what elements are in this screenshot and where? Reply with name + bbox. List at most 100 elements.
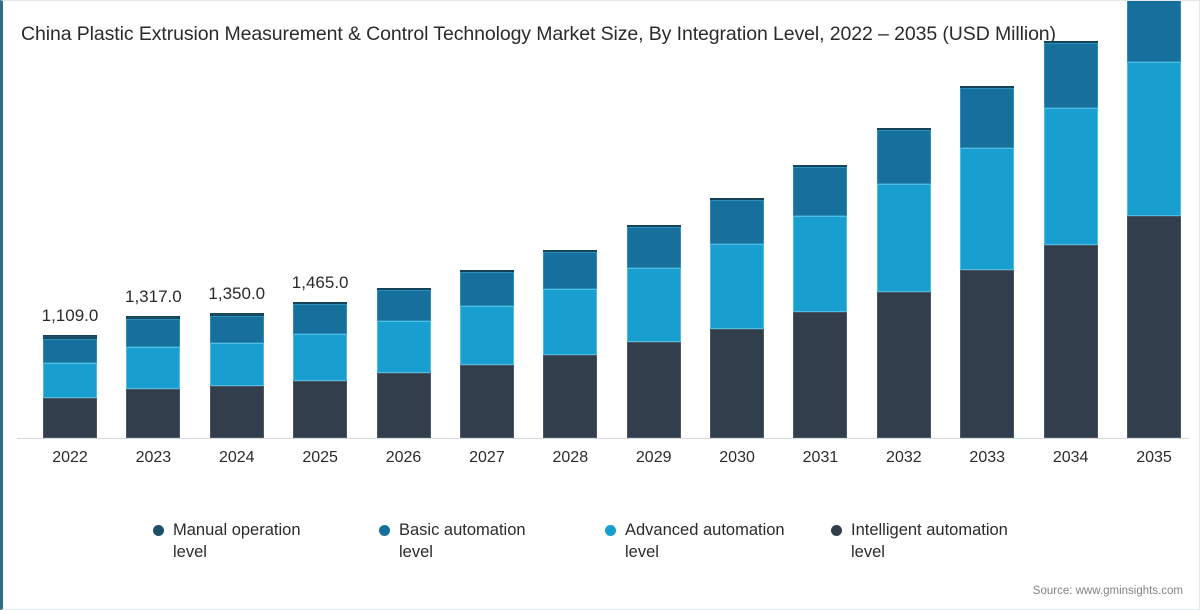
x-tick-2034: 2034 <box>1052 449 1089 466</box>
bar-group[interactable] <box>1043 40 1098 438</box>
bar-segment-basic[interactable] <box>1127 1 1181 63</box>
stacked-bar[interactable] <box>960 86 1015 438</box>
bar-segment-basic[interactable] <box>293 304 348 335</box>
bar-segment-intelligent[interactable] <box>43 398 97 438</box>
bar-segment-manual[interactable] <box>710 197 765 200</box>
bar-group[interactable] <box>626 225 681 438</box>
stacked-bar[interactable] <box>459 270 514 438</box>
bar-group[interactable] <box>1127 1 1181 438</box>
stacked-bar[interactable] <box>626 225 681 438</box>
legend-item-advanced[interactable]: Advanced automation level <box>605 520 785 564</box>
bar-segment-intelligent[interactable] <box>710 328 765 438</box>
bar-segment-basic[interactable] <box>459 272 514 307</box>
bar-group[interactable]: 1,350.0 <box>208 284 265 438</box>
stacked-bar[interactable] <box>876 128 931 438</box>
stacked-bar[interactable] <box>793 165 848 438</box>
bar-segment-basic[interactable] <box>43 338 97 363</box>
bar-group[interactable] <box>876 128 931 438</box>
bar-group[interactable]: 1,465.0 <box>292 273 349 438</box>
bar-segment-basic[interactable] <box>710 199 765 245</box>
bar-group[interactable]: 1,109.0 <box>42 306 98 438</box>
bar-segment-manual[interactable] <box>376 287 431 290</box>
legend-item-intelligent[interactable]: Intelligent automation level <box>831 520 1011 564</box>
x-tick-2025: 2025 <box>302 449 338 466</box>
bar-segment-basic[interactable] <box>209 315 264 344</box>
legend-item-manual[interactable]: Manual operation level <box>153 520 333 564</box>
bar-segment-advanced[interactable] <box>459 306 514 365</box>
plot-area: 1,109.0 1,317.0 1,350.0 1,465.0 <box>17 1 1189 439</box>
bar-segment-advanced[interactable] <box>710 244 765 329</box>
bar-group[interactable] <box>710 197 765 438</box>
bar-segment-intelligent[interactable] <box>459 364 514 438</box>
bar-segment-advanced[interactable] <box>876 183 931 293</box>
bar-segment-basic[interactable] <box>876 130 931 184</box>
x-tick-2030: 2030 <box>719 449 755 466</box>
bar-segment-manual[interactable] <box>543 249 598 252</box>
bar-segment-manual[interactable] <box>793 165 848 168</box>
x-tick-2028: 2028 <box>552 449 589 466</box>
bar-segment-advanced[interactable] <box>376 321 431 374</box>
bar-segment-basic[interactable] <box>626 227 681 269</box>
bar-group[interactable]: 1,317.0 <box>125 287 182 438</box>
bar-segment-intelligent[interactable] <box>543 354 598 438</box>
chart-legend: Manual operation level Basic automation l… <box>153 520 1011 564</box>
bar-segment-intelligent[interactable] <box>793 311 848 438</box>
stacked-bar[interactable] <box>1127 1 1181 438</box>
bar-segment-advanced[interactable] <box>793 216 848 312</box>
bar-segment-intelligent[interactable] <box>293 380 348 438</box>
bar-segment-basic[interactable] <box>1043 42 1098 108</box>
bar-segment-basic[interactable] <box>376 289 431 322</box>
bar-segment-manual[interactable] <box>876 128 931 131</box>
bar-segment-intelligent[interactable] <box>876 292 931 438</box>
bar-segment-manual[interactable] <box>1043 40 1098 43</box>
stacked-bar[interactable] <box>293 302 348 438</box>
legend-item-basic[interactable]: Basic automation level <box>379 520 559 564</box>
bar-segment-advanced[interactable] <box>209 343 264 387</box>
stacked-bar[interactable] <box>376 287 431 438</box>
bar-segment-basic[interactable] <box>793 167 848 217</box>
x-tick-2027: 2027 <box>469 449 505 466</box>
bar-segment-manual[interactable] <box>43 335 97 339</box>
bar-segment-manual[interactable] <box>459 270 514 272</box>
bar-segment-advanced[interactable] <box>293 334 348 381</box>
bar-segment-basic[interactable] <box>960 88 1015 148</box>
bar-segment-advanced[interactable] <box>43 362 97 399</box>
bar-segment-manual[interactable] <box>209 312 264 316</box>
bar-segment-intelligent[interactable] <box>376 373 431 438</box>
bar-segment-advanced[interactable] <box>126 347 181 389</box>
source-note: Source: www.gminsights.com <box>1032 585 1183 597</box>
bar-group[interactable] <box>543 249 598 438</box>
bar-group[interactable] <box>793 165 848 438</box>
bar-segment-intelligent[interactable] <box>1127 216 1181 438</box>
x-axis-tick-labels: 2022 2023 2024 2025 2026 2027 2028 2029 2030 2031… <box>17 449 1189 475</box>
bar-segment-manual[interactable] <box>960 86 1015 89</box>
bar-segment-advanced[interactable] <box>1043 107 1098 246</box>
stacked-bar[interactable] <box>1043 40 1098 438</box>
stacked-bar[interactable] <box>543 249 598 438</box>
stacked-bar[interactable] <box>710 197 765 438</box>
bar-segment-manual[interactable] <box>626 225 681 228</box>
bar-segment-advanced[interactable] <box>543 288 598 355</box>
bar-segment-advanced[interactable] <box>960 147 1015 271</box>
legend-swatch-icon <box>605 525 616 536</box>
bar-segment-intelligent[interactable] <box>1043 245 1098 438</box>
bar-segment-intelligent[interactable] <box>209 386 264 438</box>
stacked-bar[interactable] <box>209 312 264 438</box>
bar-segment-intelligent[interactable] <box>960 270 1015 438</box>
legend-label: Intelligent automation level <box>851 521 1008 561</box>
bar-group[interactable] <box>376 287 431 438</box>
bar-segment-advanced[interactable] <box>626 268 681 343</box>
stacked-bar[interactable] <box>43 335 97 438</box>
stacked-bar[interactable] <box>126 315 181 438</box>
bar-segment-intelligent[interactable] <box>626 342 681 438</box>
bar-segment-basic[interactable] <box>126 319 181 348</box>
bar-segment-manual[interactable] <box>126 315 181 320</box>
legend-swatch-icon <box>379 525 390 536</box>
bar-segment-manual[interactable] <box>293 302 348 305</box>
bar-segment-basic[interactable] <box>543 251 598 289</box>
bar-group[interactable] <box>459 270 514 438</box>
bar-group[interactable] <box>960 86 1015 438</box>
bar-segment-intelligent[interactable] <box>126 388 181 438</box>
bar-segment-advanced[interactable] <box>1127 62 1181 217</box>
